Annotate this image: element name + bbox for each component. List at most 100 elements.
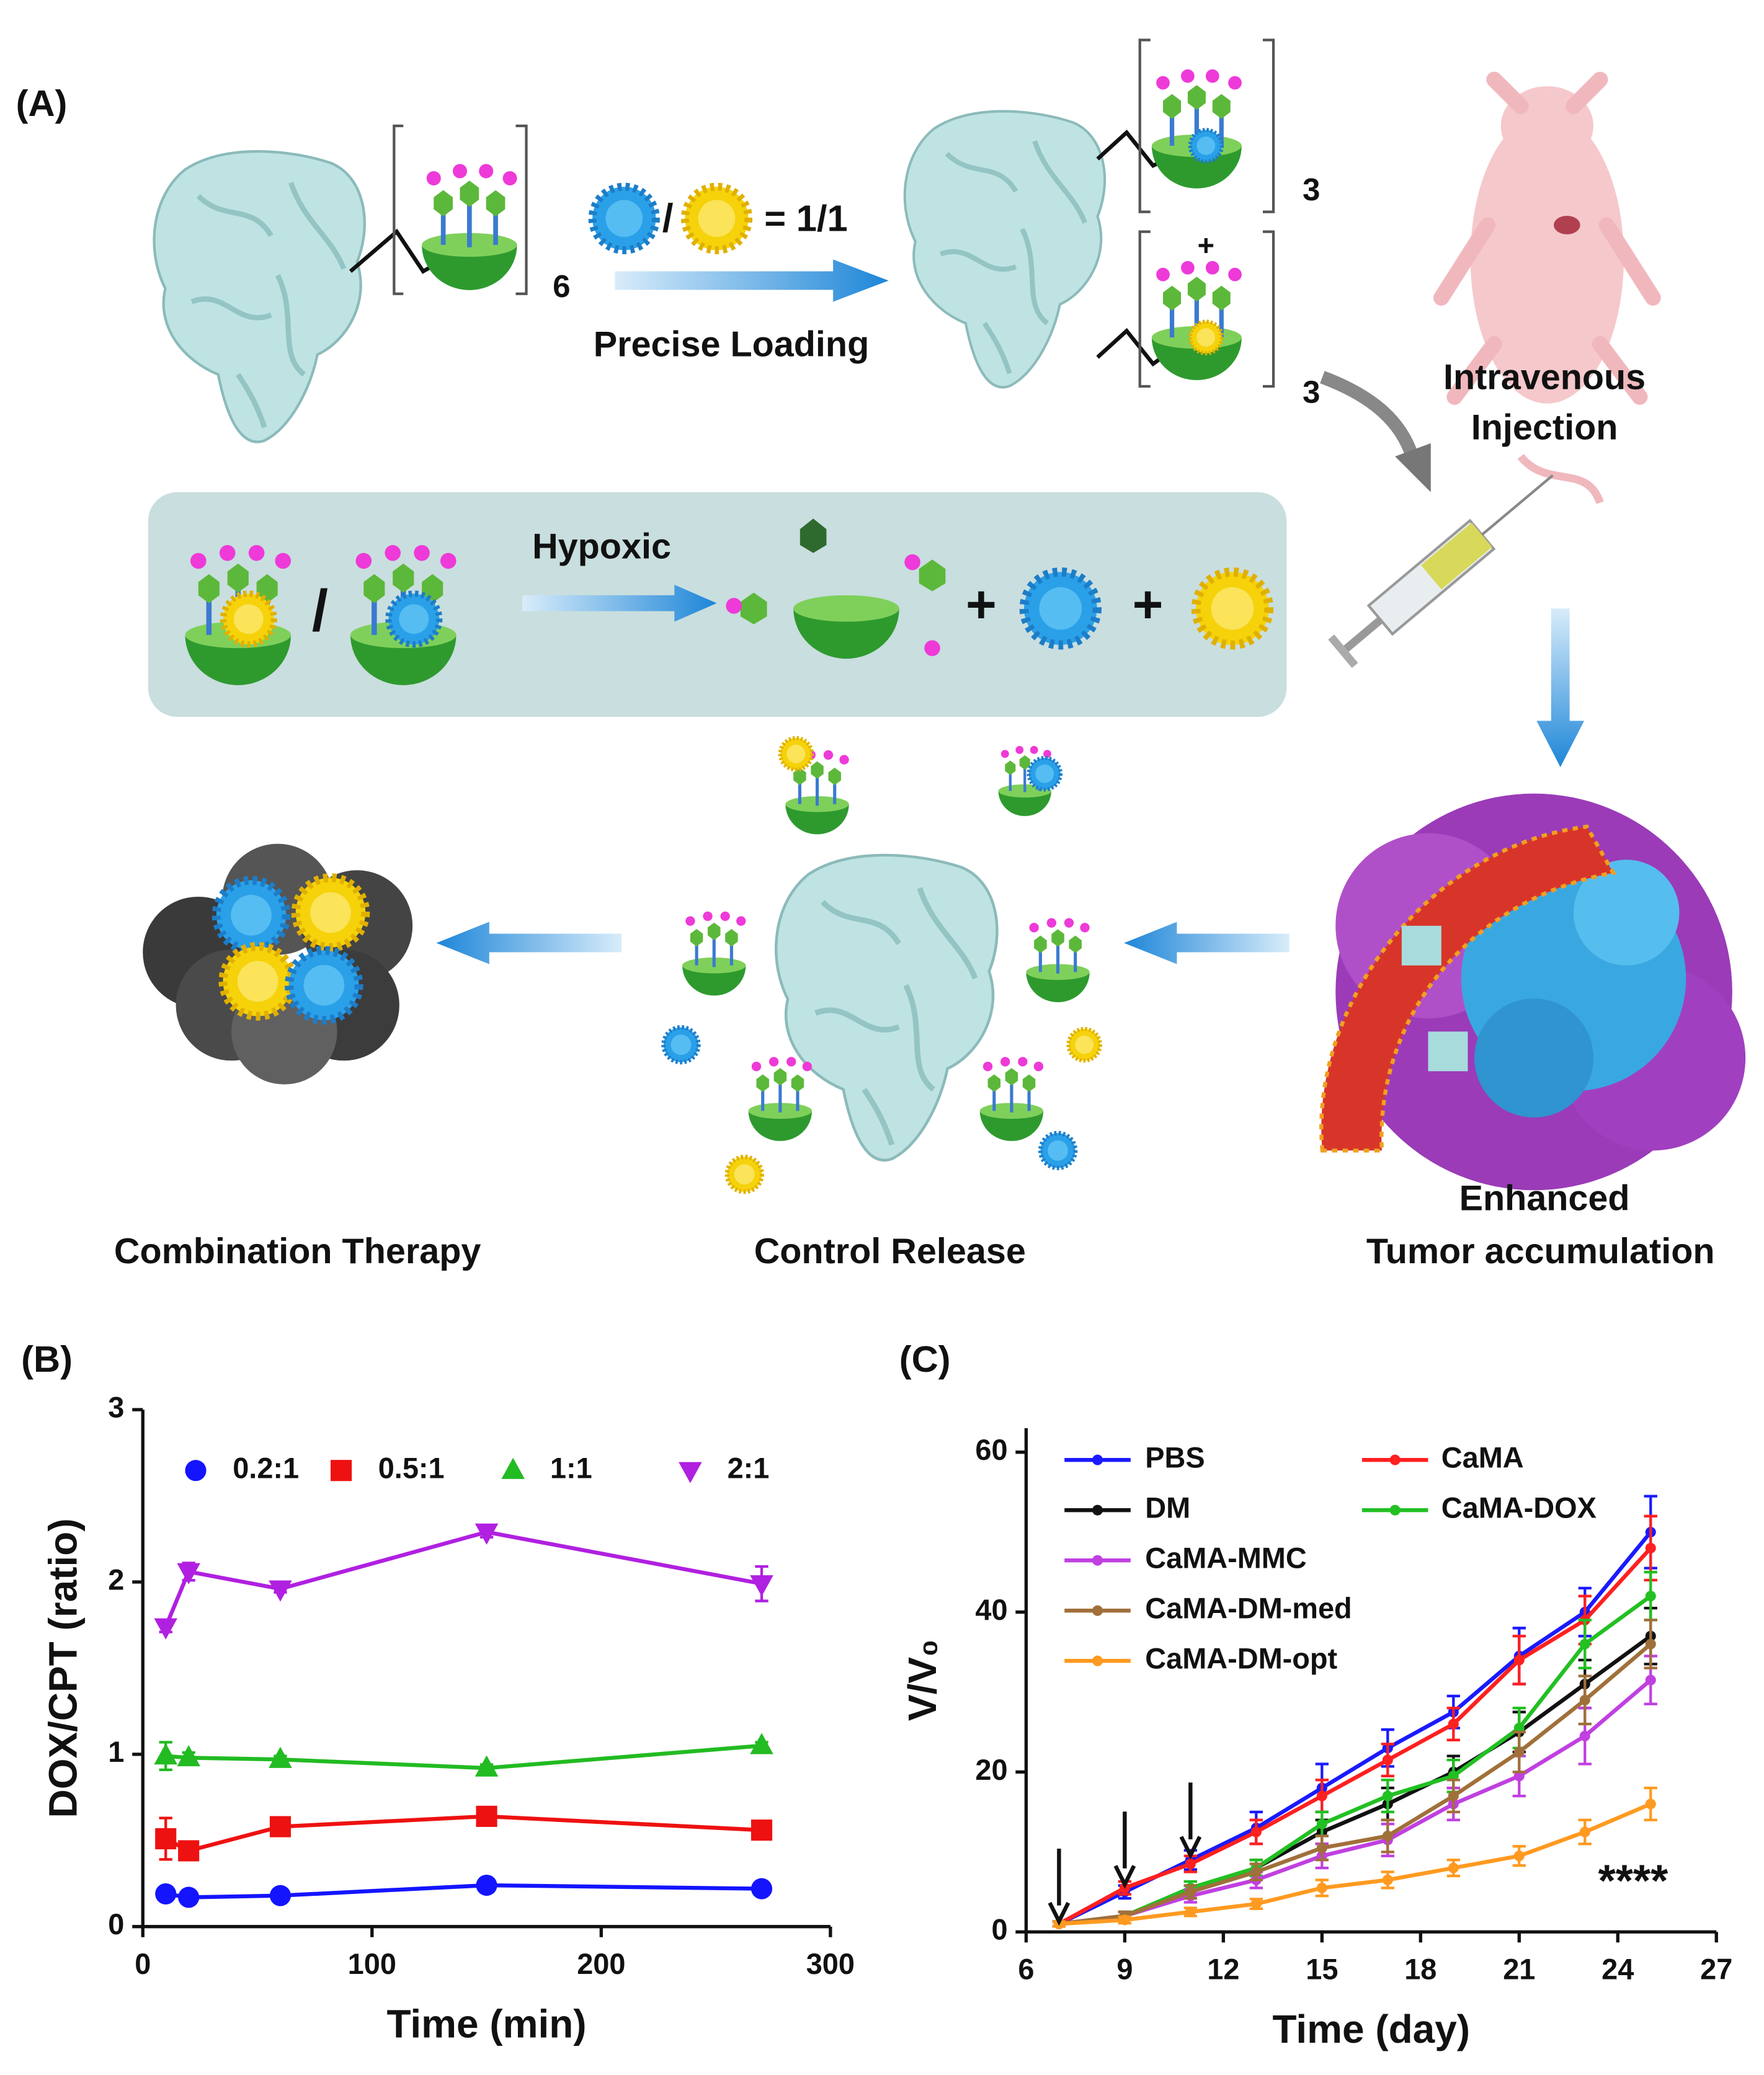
legend-label: 2:1 (728, 1452, 770, 1485)
data-point (1316, 1842, 1327, 1854)
y-tick-label: 2 (108, 1563, 124, 1596)
data-point (269, 1746, 292, 1768)
drug-ball (388, 593, 439, 644)
x-tick-label: 0 (135, 1948, 151, 1980)
panel-label: (C) (899, 1338, 951, 1380)
data-point (1579, 1826, 1590, 1837)
x-tick-label: 200 (577, 1948, 625, 1980)
x-axis-label: Time (day) (1273, 2007, 1471, 2051)
data-point (269, 1885, 292, 1906)
cage (980, 1057, 1043, 1141)
protein (154, 151, 365, 442)
data-point (1513, 1655, 1525, 1666)
data-point (1448, 1862, 1459, 1873)
step-label: Injection (1471, 408, 1618, 448)
legend-marker (330, 1460, 352, 1482)
data-point (155, 1828, 177, 1850)
x-axis-label: Time (min) (387, 2002, 587, 2046)
drug-ball (1029, 758, 1061, 789)
data-point (1448, 1790, 1459, 1802)
tumor (1319, 793, 1746, 1191)
legend-label: PBS (1145, 1442, 1205, 1474)
syringe (1328, 474, 1554, 669)
arrow (436, 922, 622, 964)
legend-marker (1092, 1504, 1103, 1516)
panel-label: (A) (16, 82, 68, 124)
cage (749, 1057, 812, 1141)
x-tick-label: 6 (1018, 1953, 1034, 1986)
arrow (1124, 922, 1290, 964)
data-point (1448, 1718, 1459, 1730)
legend-marker (185, 1460, 207, 1482)
legend-label: CaMA (1441, 1442, 1524, 1474)
legend-marker (1092, 1655, 1103, 1666)
data-point (474, 1755, 499, 1777)
x-tick-label: 12 (1207, 1953, 1239, 1986)
data-point (750, 1575, 773, 1597)
series-line (165, 1743, 762, 1771)
drug-ball (685, 187, 748, 250)
legend-label: 1:1 (550, 1452, 592, 1485)
arrow (1536, 608, 1585, 768)
released-cage (726, 518, 946, 659)
ratio-slash: / (662, 195, 674, 240)
data-point (1316, 1790, 1327, 1802)
x-tick-label: 18 (1404, 1953, 1437, 1986)
y-tick-label: 20 (975, 1754, 1007, 1786)
x-tick-label: 15 (1306, 1953, 1338, 1986)
data-point (1513, 1851, 1525, 1862)
legend-label: 0.5:1 (378, 1452, 445, 1485)
data-point (1382, 1754, 1393, 1766)
data-point (1316, 1882, 1327, 1893)
drug-ball (664, 1028, 698, 1062)
data-point (1250, 1826, 1262, 1837)
legend-marker (501, 1457, 525, 1479)
legend-marker (679, 1462, 702, 1483)
arrow-head (1395, 443, 1431, 492)
legend-label: 0.2:1 (233, 1452, 299, 1485)
data-point (154, 1743, 177, 1765)
x-tick-label: 27 (1700, 1953, 1732, 1986)
data-point (476, 1805, 497, 1827)
data-point (1645, 1591, 1656, 1602)
x-tick-label: 300 (806, 1948, 855, 1980)
legend-label: CaMA-DOX (1441, 1492, 1597, 1524)
data-point (476, 1874, 497, 1896)
data-point (178, 1886, 200, 1908)
y-axis-label: DOX/CPT (ratio) (40, 1518, 85, 1818)
x-tick-label: 100 (348, 1948, 396, 1980)
dose-arrow (1048, 1848, 1071, 1926)
legend-label: CaMA-DM-med (1145, 1593, 1352, 1625)
data-point (178, 1840, 200, 1862)
data-point (1250, 1867, 1262, 1878)
data-point (1579, 1694, 1590, 1705)
series-line (1058, 1531, 1652, 1926)
condition-label: Hypoxic (532, 527, 671, 566)
step-label: Enhanced (1459, 1178, 1630, 1218)
plus: + (1133, 575, 1164, 634)
data-point (1382, 1831, 1393, 1842)
series-line (165, 1883, 762, 1899)
cage (422, 164, 517, 290)
series-line (164, 1530, 762, 1628)
legend-label: DM (1145, 1492, 1190, 1524)
data-point (1645, 1674, 1656, 1686)
data-point (1185, 1859, 1196, 1870)
step-label: Intravenous (1443, 358, 1646, 398)
data-point (1119, 1914, 1130, 1926)
data-point (269, 1816, 292, 1837)
y-tick-label: 40 (975, 1594, 1007, 1626)
plus: + (966, 575, 997, 634)
protein (905, 111, 1105, 387)
bracket (393, 124, 528, 295)
x-tick-label: 9 (1116, 1953, 1133, 1986)
drug-ball (1024, 572, 1097, 645)
cage (1026, 918, 1089, 1002)
plus: + (1198, 229, 1214, 262)
data-point (1185, 1886, 1196, 1898)
bracket (1138, 230, 1275, 388)
legend-marker (1092, 1454, 1103, 1465)
x-tick-label: 21 (1503, 1953, 1535, 1986)
data-point (1645, 1798, 1656, 1810)
